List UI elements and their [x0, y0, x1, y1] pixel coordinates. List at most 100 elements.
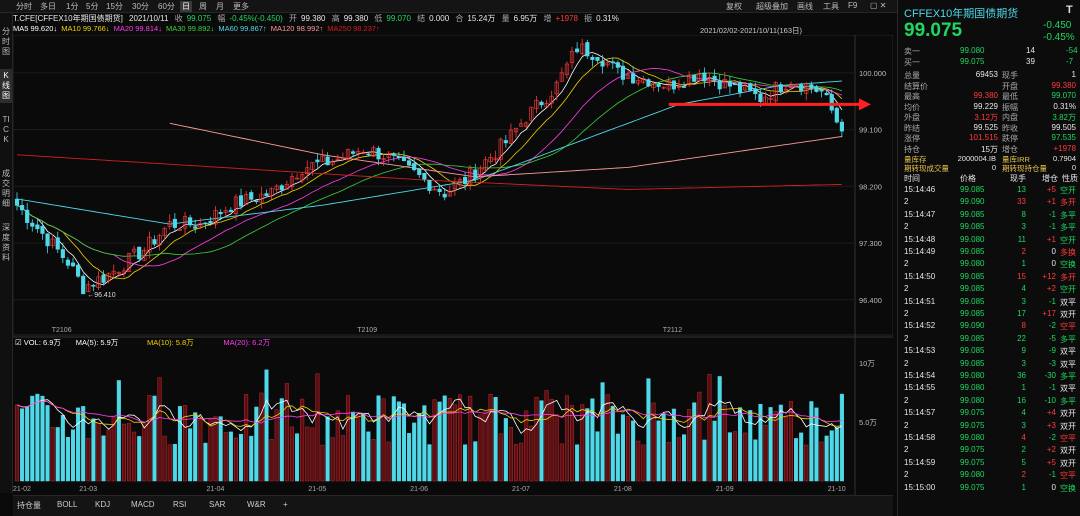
tick-price: 99.080 [960, 234, 985, 244]
volume-bar [391, 396, 396, 482]
left-tab-1[interactable]: K线图 [0, 69, 12, 103]
candle [661, 86, 666, 89]
indicator-tab-1[interactable]: BOLL [57, 500, 78, 509]
volume-bar [697, 391, 702, 482]
volume-bar [142, 423, 147, 482]
period-8[interactable]: 周 [199, 2, 207, 11]
left-tab-0[interactable]: 分时图 [2, 27, 10, 56]
tool-4[interactable]: F9 [848, 1, 858, 10]
candle [50, 238, 55, 246]
tick-volume: 3 [1021, 358, 1026, 368]
period-3[interactable]: 5分 [86, 2, 99, 11]
volume-bar [783, 416, 788, 482]
volume-bar [361, 412, 366, 482]
t-icon[interactable]: T [1066, 4, 1073, 16]
tick-volume: 36 [1017, 371, 1026, 380]
contract-x-label: T2106 [52, 327, 72, 334]
orderbook-change: -54 [1066, 46, 1078, 55]
candle [737, 82, 743, 93]
tick-time: 15:14:49 [904, 247, 936, 256]
period-0[interactable]: 分时 [16, 2, 32, 11]
stat-value: 101.515 [969, 133, 998, 142]
tool-0[interactable]: 复权 [726, 2, 742, 11]
candle [35, 224, 40, 230]
volume-bar [483, 411, 488, 482]
volume-bar [249, 435, 254, 482]
candle [564, 63, 570, 76]
tick-volume: 3 [1021, 296, 1026, 306]
candle [778, 84, 783, 93]
price-tick-label: 97.300 [859, 239, 882, 248]
ma-legend-ma120: MA120 98.992↑ [270, 24, 324, 33]
candle [218, 211, 223, 215]
period-5[interactable]: 30分 [132, 2, 149, 11]
volume-bar [717, 376, 722, 482]
period-1[interactable]: 多日 [40, 2, 56, 11]
window-controls-icon[interactable]: ▢ ✕ [870, 1, 887, 10]
candle [177, 229, 183, 231]
volume-bar [758, 403, 763, 482]
stat-label: 均价 [904, 102, 920, 112]
left-tab-4[interactable]: 深度资料 [2, 223, 10, 262]
indicator-tab-5[interactable]: SAR [209, 500, 226, 509]
left-tab-2[interactable]: TICK [2, 115, 10, 144]
candle [76, 264, 81, 277]
candle [799, 84, 804, 92]
period-2[interactable]: 1分 [66, 2, 79, 11]
candle [839, 121, 844, 132]
tool-3[interactable]: 工具 [823, 2, 839, 11]
tick-time: 15:14:53 [904, 346, 936, 356]
indicator-tab-4[interactable]: RSI [173, 500, 187, 509]
tick-row: 15:14:51 99.085 3 -1 双平 [898, 297, 1080, 309]
period-10[interactable]: 更多 [233, 2, 249, 11]
period-9[interactable]: 月 [216, 2, 224, 11]
candle [819, 88, 824, 92]
candle [300, 174, 305, 181]
tick-nature: 空平 [1060, 322, 1076, 332]
candle [86, 284, 91, 292]
candle [707, 77, 712, 83]
volume-bar [203, 442, 208, 482]
tick-time: 15:14:52 [904, 321, 936, 331]
volume-bar [407, 433, 412, 482]
indicator-tab-0[interactable]: 持仓量 [17, 501, 41, 510]
tick-price: 99.080 [960, 433, 985, 442]
candle [412, 163, 417, 171]
tick-price: 99.090 [960, 197, 985, 207]
period-7[interactable]: 日 [180, 1, 192, 12]
period-6[interactable]: 60分 [158, 2, 175, 11]
candle [615, 62, 620, 68]
volume-bar [91, 418, 96, 482]
volume-bar [50, 426, 55, 482]
tick-row: 15:14:53 99.085 9 -9 双平 [898, 346, 1080, 358]
indicator-tab-3[interactable]: MACD [131, 500, 155, 509]
vol-ma20-line [16, 400, 842, 424]
candle [447, 190, 452, 197]
settle-value: 0.000 [429, 14, 450, 23]
stat-value: 97.535 [1051, 133, 1076, 142]
tick-increase: -10 [1044, 395, 1056, 405]
volume-bar [732, 431, 738, 482]
tick-price: 99.075 [960, 420, 985, 430]
indicator-tab-2[interactable]: KDJ [95, 500, 111, 509]
indicator-tab-7[interactable]: + [283, 500, 288, 509]
tool-1[interactable]: 超级叠加 [756, 2, 788, 11]
kline-chart[interactable]: 100.00099.10098.20097.30096.400←100.670←… [13, 35, 893, 495]
candle [468, 167, 473, 185]
candle [228, 209, 233, 213]
period-4[interactable]: 15分 [106, 2, 123, 11]
stat-label: 振幅 [1002, 102, 1018, 112]
candle [539, 101, 544, 106]
left-tab-3[interactable]: 成交明细 [2, 169, 10, 208]
volume-bar [193, 412, 198, 482]
tick-nature: 空平 [1060, 471, 1076, 481]
tick-time: 15:14:57 [904, 408, 936, 418]
tool-2[interactable]: 画线 [797, 2, 813, 11]
tick-increase: -1 [1048, 296, 1056, 306]
volume-bar [356, 413, 361, 482]
volume-bar [519, 442, 524, 482]
volume-bar [605, 394, 610, 482]
candle [208, 221, 213, 224]
candle [396, 156, 401, 158]
indicator-tab-6[interactable]: W&R [247, 500, 266, 509]
